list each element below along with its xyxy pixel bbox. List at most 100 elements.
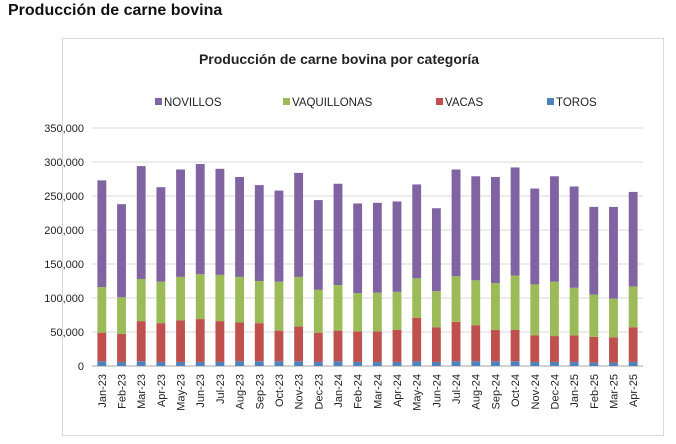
y-tick-label: 250,000 bbox=[44, 191, 84, 203]
x-tick-label: Dec-24 bbox=[549, 374, 561, 409]
x-tick-label: Mar-23 bbox=[136, 374, 148, 409]
x-tick-label: Jan-23 bbox=[97, 374, 109, 408]
bar-segment-toros bbox=[451, 361, 461, 366]
bar-segment-vaquillonas bbox=[235, 276, 245, 323]
x-tick-label: Apr-24 bbox=[392, 374, 404, 407]
bar-segment-novillos bbox=[136, 166, 146, 279]
x-tick-label: Feb-23 bbox=[117, 374, 129, 409]
x-tick-label: Jul-24 bbox=[451, 374, 463, 404]
bar-segment-vaquillonas bbox=[254, 281, 264, 324]
bar-segment-vaquillonas bbox=[136, 278, 146, 322]
bar-segment-vaquillonas bbox=[431, 291, 441, 328]
legend-label-vacas: VACAS bbox=[445, 97, 483, 109]
bar-segment-vaquillonas bbox=[550, 281, 559, 337]
bar-segment-novillos bbox=[589, 206, 599, 295]
x-tick-label: May-23 bbox=[176, 374, 188, 411]
bar-segment-vacas bbox=[195, 319, 205, 362]
x-tick-label: Aug-23 bbox=[235, 374, 247, 409]
bar-segment-toros bbox=[254, 361, 264, 366]
bar-segment-novillos bbox=[412, 184, 422, 279]
legend-swatch-vaquillonas bbox=[283, 98, 290, 105]
bar-segment-novillos bbox=[235, 176, 245, 277]
bar-segment-vaquillonas bbox=[510, 275, 520, 330]
bar-segment-toros bbox=[353, 361, 363, 366]
bar-segment-vaquillonas bbox=[490, 283, 500, 330]
bar-segment-toros bbox=[313, 361, 323, 366]
bar-segment-toros bbox=[550, 361, 559, 366]
bar-segment-vaquillonas bbox=[609, 298, 618, 338]
bar-segment-toros bbox=[333, 361, 343, 366]
bar-segment-toros bbox=[510, 361, 520, 366]
bar-segment-vaquillonas bbox=[569, 287, 579, 336]
bar-segment-vaquillonas bbox=[589, 294, 599, 337]
x-tick-label: Mar-24 bbox=[372, 374, 384, 409]
bar-segment-novillos bbox=[550, 176, 559, 282]
bar-segment-vaquillonas bbox=[471, 280, 481, 326]
bar-segment-novillos bbox=[510, 167, 520, 276]
bar-segment-novillos bbox=[628, 191, 638, 287]
bar-segment-novillos bbox=[156, 187, 166, 282]
bar-segment-vacas bbox=[431, 327, 441, 362]
bar-segment-vacas bbox=[333, 330, 343, 362]
bar-segment-vacas bbox=[313, 332, 323, 362]
bar-segment-novillos bbox=[530, 188, 540, 285]
bar-segment-toros bbox=[569, 361, 579, 366]
bar-series bbox=[97, 164, 638, 366]
legend: NOVILLOS VAQUILLONAS VACAS TOROS bbox=[155, 97, 597, 109]
bar-segment-toros bbox=[117, 361, 126, 366]
y-tick-label: 150,000 bbox=[44, 259, 84, 271]
bar-segment-vaquillonas bbox=[176, 276, 185, 321]
bar-segment-toros bbox=[589, 362, 599, 366]
bar-segment-vacas bbox=[550, 336, 559, 362]
bar-segment-novillos bbox=[254, 185, 264, 281]
bar-segment-toros bbox=[431, 361, 441, 366]
x-tick-label: Jan-24 bbox=[333, 374, 345, 408]
x-tick-label: Jun-24 bbox=[431, 374, 443, 408]
bar-segment-vacas bbox=[117, 334, 126, 362]
chart-frame bbox=[62, 38, 664, 436]
y-tick-label: 0 bbox=[78, 361, 84, 373]
bar-segment-novillos bbox=[176, 169, 185, 277]
bar-segment-toros bbox=[195, 361, 205, 366]
x-tick-label: Sep-23 bbox=[254, 374, 266, 409]
bar-segment-vacas bbox=[569, 335, 579, 362]
bar-segment-vacas bbox=[530, 335, 540, 362]
bar-segment-toros bbox=[372, 361, 382, 366]
bar-segment-toros bbox=[294, 361, 304, 366]
bar-segment-toros bbox=[274, 361, 284, 366]
y-tick-label: 100,000 bbox=[44, 293, 84, 305]
gridlines bbox=[92, 127, 643, 367]
x-tick-label: May-24 bbox=[412, 374, 424, 411]
x-tick-label: Dec-23 bbox=[313, 374, 325, 409]
legend-label-novillos: NOVILLOS bbox=[164, 97, 222, 109]
bar-segment-vacas bbox=[609, 337, 618, 363]
bar-segment-toros bbox=[609, 362, 618, 366]
bar-segment-novillos bbox=[117, 204, 126, 298]
bar-segment-vacas bbox=[176, 320, 185, 362]
bar-segment-novillos bbox=[274, 190, 284, 282]
bar-segment-vacas bbox=[471, 325, 481, 362]
bar-segment-novillos bbox=[392, 201, 402, 292]
x-tick-label: Apr-23 bbox=[156, 374, 168, 407]
bar-segment-toros bbox=[156, 361, 166, 366]
bar-segment-novillos bbox=[215, 168, 225, 275]
x-tick-label: Nov-24 bbox=[530, 374, 542, 409]
bar-segment-vacas bbox=[274, 330, 284, 362]
bar-segment-novillos bbox=[490, 176, 500, 284]
bar-segment-vacas bbox=[372, 331, 382, 362]
bar-segment-vaquillonas bbox=[412, 278, 422, 318]
bar-segment-vaquillonas bbox=[117, 297, 126, 335]
bar-segment-vacas bbox=[136, 321, 146, 362]
bar-segment-novillos bbox=[353, 203, 363, 294]
bar-segment-novillos bbox=[97, 180, 107, 288]
bar-segment-vacas bbox=[294, 326, 304, 362]
bar-segment-vaquillonas bbox=[333, 285, 343, 331]
bar-segment-vacas bbox=[451, 321, 461, 362]
bar-segment-toros bbox=[530, 361, 540, 366]
bar-segment-vaquillonas bbox=[451, 276, 461, 322]
x-tick-label: Apr-25 bbox=[628, 374, 640, 407]
bar-segment-novillos bbox=[333, 183, 343, 286]
bar-segment-vacas bbox=[254, 323, 264, 362]
y-tick-label: 300,000 bbox=[44, 157, 84, 169]
